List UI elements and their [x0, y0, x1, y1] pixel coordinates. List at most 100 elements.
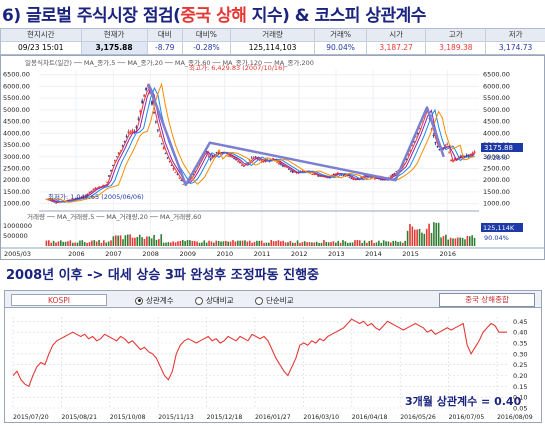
candle-body: [379, 179, 382, 181]
candle-body: [90, 190, 93, 192]
candle-body: [473, 151, 476, 154]
candle-body: [391, 174, 394, 176]
candle-body: [242, 165, 245, 167]
volume-bar: [64, 241, 67, 246]
candle-body: [145, 87, 148, 91]
candle-body: [180, 180, 183, 181]
candle-body: [153, 111, 155, 114]
candle-body: [413, 140, 415, 142]
volume-bar: [418, 228, 421, 246]
volume-bar: [201, 242, 203, 246]
volume-bar: [272, 241, 275, 246]
corr-x-tick-label: 2015/07/20: [13, 414, 49, 421]
volume-bar: [356, 240, 359, 246]
candle-body: [418, 128, 421, 129]
volume-bar: [172, 241, 174, 246]
candle-body: [332, 173, 335, 176]
candle-body: [319, 176, 322, 177]
candle-body: [49, 200, 52, 202]
compare-index-button[interactable]: 중국 상해종합: [439, 293, 535, 307]
candle-body: [119, 150, 122, 152]
volume-bar: [268, 242, 270, 246]
corr-y-tick-label: 0.45: [513, 318, 527, 326]
corr-y-tick-label: 0.15: [513, 383, 527, 391]
volume-bar: [380, 242, 383, 246]
volume-pct-label: 90.04%: [484, 234, 509, 242]
volume-bar: [181, 240, 184, 246]
volume-bar: [358, 240, 361, 246]
radio-relative[interactable]: 상대비교: [195, 295, 234, 306]
volume-bar: [205, 242, 208, 246]
volume-bar: [401, 242, 404, 246]
candle-body: [389, 175, 392, 177]
symbol-input[interactable]: KOSPI: [11, 294, 107, 306]
candle-body: [360, 176, 363, 178]
volume-bar: [203, 240, 206, 246]
volume-bar: [160, 234, 163, 246]
volume-bar: [167, 242, 170, 246]
volume-bar: [399, 241, 402, 246]
price-legend: 일봉식차트(일간) ── MA_종가,5 ── MA_종가,20 ── MA_종…: [25, 58, 314, 67]
candle-body: [280, 163, 282, 165]
candle-body: [92, 188, 95, 190]
volume-bar: [409, 223, 411, 246]
y-tick-label-right: 6000.00: [483, 82, 510, 90]
candle-body: [174, 172, 177, 173]
volume-bar: [265, 242, 268, 246]
volume-bar: [215, 240, 218, 246]
correlation-chart: 3개월 상관계수 = 0.40 2015/07/20 2015/08/21 2015…: [5, 291, 541, 422]
correlation-toolbar: KOSPI 상관계수 상대비교 단순비교 중국 상해종합: [4, 290, 542, 308]
volume-bar: [397, 241, 399, 246]
volume-bar: [370, 240, 373, 246]
y-tick-label: 2000.00: [3, 176, 30, 184]
candle-body: [131, 130, 134, 132]
y-tick-label: 1500.00: [3, 188, 30, 196]
volume-bar: [81, 240, 84, 246]
volume-bar: [332, 241, 335, 246]
volume-bar: [246, 241, 249, 246]
volume-bar: [158, 239, 160, 246]
volume-bar: [284, 242, 287, 246]
current-price-box: [481, 143, 523, 152]
y-tick-label-right: 4500.00: [483, 118, 510, 126]
candle-body: [154, 121, 157, 123]
candle-body: [127, 131, 130, 134]
candle-body: [237, 161, 239, 163]
candle-body: [143, 94, 146, 97]
volume-bar: [179, 240, 182, 246]
radio-dot-icon: [135, 296, 143, 305]
candle-body: [156, 129, 159, 131]
volume-bar: [148, 236, 151, 246]
candle-body: [395, 171, 398, 173]
candle-body: [178, 177, 181, 179]
candle-body: [129, 131, 132, 133]
candle-body: [287, 168, 290, 170]
volume-bar: [88, 242, 91, 246]
volume-bar: [119, 235, 122, 246]
radio-simple[interactable]: 단순비교: [255, 295, 294, 306]
radio-dot-icon: [255, 296, 263, 305]
volume-bar: [404, 240, 406, 246]
corr-x-tick-label: 2015/11/13: [158, 414, 194, 421]
volume-bar: [342, 240, 344, 246]
candle-body: [151, 101, 153, 105]
volume-bar: [69, 240, 72, 246]
candle-body: [235, 159, 237, 160]
radio-correlation[interactable]: 상관계수: [135, 295, 174, 306]
volume-bar: [134, 237, 136, 246]
x-tick-label: 2012: [291, 250, 308, 258]
volume-bar: [210, 241, 213, 246]
candle-body: [454, 157, 456, 160]
candle-body: [313, 174, 316, 175]
volume-bar: [184, 241, 186, 246]
volume-bar: [241, 240, 244, 246]
candle-body: [111, 164, 114, 166]
volume-bar: [308, 242, 311, 246]
volume-tick-label: 1000000: [3, 222, 32, 230]
volume-bar: [363, 240, 366, 246]
volume-bar: [468, 236, 471, 246]
candle-body: [463, 155, 466, 157]
volume-bar: [232, 240, 234, 246]
volume-bar: [299, 242, 301, 246]
y-tick-label: 4500.00: [3, 118, 30, 126]
